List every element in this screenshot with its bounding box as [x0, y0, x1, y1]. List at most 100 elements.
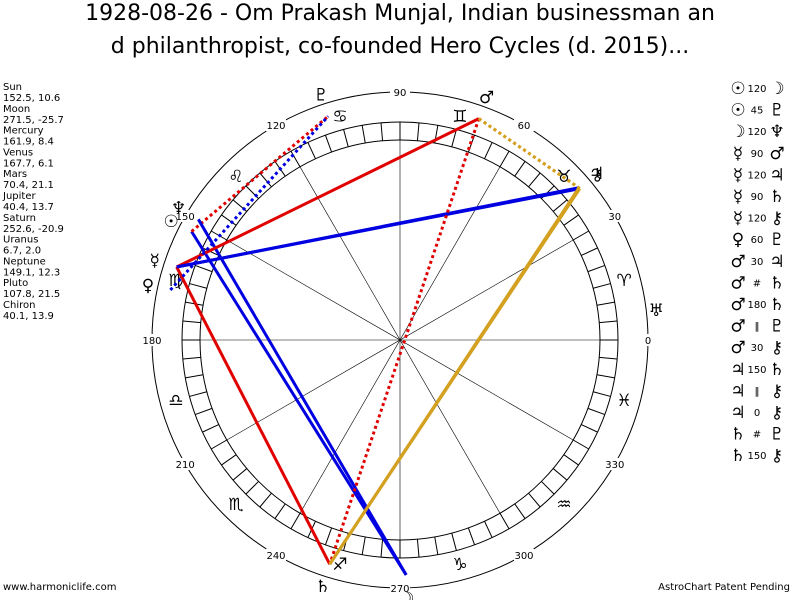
aspect-a: ☿	[733, 209, 743, 229]
aspect-line	[190, 115, 330, 233]
aspect-kind: ‖	[755, 386, 760, 397]
ring-tick	[361, 125, 366, 144]
body-position: 167.7, 6.1	[3, 158, 54, 169]
ring-tick	[484, 142, 493, 159]
ring-tick	[596, 374, 615, 379]
aspect-kind: 60	[751, 235, 764, 246]
ring-tick	[499, 512, 510, 530]
title-line: 1928-08-26 - Om Prakash Munjal, Indian b…	[85, 1, 715, 26]
body-position: 152.5, 10.6	[3, 93, 60, 104]
degree-label: 90	[394, 88, 407, 99]
aspect-b: ♃	[769, 252, 784, 272]
degree-label-bg	[390, 86, 410, 98]
body-position: 107.8, 21.5	[3, 289, 60, 300]
ring-tick	[185, 374, 204, 379]
body-position: 271.5, -25.7	[3, 115, 64, 126]
body-position: 6.7, 2.0	[3, 246, 41, 257]
body-name: Sun	[3, 82, 22, 93]
body-name: Pluto	[3, 278, 28, 289]
ring-tick	[324, 134, 333, 153]
aspect-kind: 30	[751, 257, 764, 268]
aspect-a: ♃	[730, 403, 745, 423]
ring-tick	[232, 468, 248, 481]
aspect-kind: 180	[747, 300, 766, 311]
degree-label: 240	[266, 551, 285, 562]
ring-tick	[182, 356, 201, 360]
body-glyph: ☿	[150, 251, 160, 271]
aspect-kind: #	[753, 278, 761, 289]
aspect-kind: 120	[747, 170, 766, 181]
ring-tick	[221, 214, 237, 226]
ring-tick	[514, 161, 526, 177]
aspect-b: ♇	[769, 425, 784, 445]
body-glyph: ♀	[142, 276, 154, 296]
aspect-line	[175, 117, 480, 269]
body-name: Saturn	[3, 213, 36, 224]
body-glyph: ☽	[399, 589, 414, 600]
aspect-a: ☉	[730, 101, 745, 121]
body-glyph: ⚷	[591, 165, 603, 185]
ring-tick	[274, 503, 286, 519]
degree-label: 300	[514, 551, 533, 562]
body-glyph: ♄	[315, 577, 330, 597]
degree-label-bg	[142, 334, 162, 346]
ring-tick	[259, 492, 272, 508]
ring-tick	[499, 150, 510, 168]
aspect-kind: 150	[747, 365, 766, 376]
footer-left: www.harmoniclife.com	[3, 582, 116, 593]
ring-tick	[528, 492, 541, 508]
degree-label-bg	[175, 458, 196, 470]
body-position: 252.6, -20.9	[3, 224, 64, 235]
ring-tick	[416, 122, 420, 141]
aspect-a: ♂	[730, 317, 745, 337]
ring-tick	[563, 454, 579, 466]
ring-tick	[202, 424, 219, 433]
aspect-b: ♄	[769, 360, 784, 380]
aspect-kind: 45	[751, 106, 764, 117]
degree-label-bg	[390, 582, 410, 594]
aspect-b: ⚷	[771, 403, 783, 423]
degree-label: 180	[142, 336, 161, 347]
ring-tick	[259, 172, 272, 188]
degree-label-bg	[604, 458, 625, 470]
aspect-b: ♇	[769, 317, 784, 337]
ring-tick	[599, 320, 618, 324]
degree-label-bg	[514, 119, 534, 132]
aspect-kind: 0	[754, 408, 760, 419]
ring-tick	[343, 129, 349, 147]
ring-tick	[593, 391, 611, 397]
ring-tick	[245, 481, 259, 495]
body-name: Venus	[3, 147, 33, 158]
body-name: Jupiter	[2, 191, 36, 202]
degree-label-bg	[266, 119, 286, 132]
degree-label: 210	[176, 460, 195, 471]
body-position: 149.1, 12.3	[3, 267, 60, 278]
ring-tick	[434, 536, 439, 555]
degree-label-bg	[266, 548, 286, 561]
aspect-kind: 90	[751, 149, 764, 160]
body-glyph: ♆	[171, 199, 186, 219]
ring-tick	[451, 129, 457, 147]
ring-tick	[541, 481, 555, 495]
aspect-b: ♄	[769, 273, 784, 293]
sign-glyph: ♒	[556, 495, 571, 515]
aspect-kind: 120	[747, 214, 766, 225]
aspect-a: ♂	[730, 252, 745, 272]
body-glyph: ☉	[164, 212, 179, 232]
body-glyph: ♇	[314, 85, 329, 105]
aspect-kind: ‖	[755, 322, 760, 333]
body-glyph: ♂	[479, 88, 494, 108]
aspect-a: ☉	[730, 79, 745, 99]
sign-glyph: ♈	[616, 271, 631, 291]
aspect-b: ⚷	[771, 446, 783, 466]
aspect-kind: 30	[751, 343, 764, 354]
aspect-b: ⚷	[771, 381, 783, 401]
ring-tick	[552, 468, 568, 481]
body-position: 70.4, 21.1	[3, 180, 54, 191]
ring-tick	[361, 536, 366, 555]
aspect-line	[176, 187, 581, 269]
ring-tick	[380, 539, 384, 558]
degree-label-bg	[604, 210, 625, 222]
body-name: Mercury	[3, 126, 44, 137]
ring-tick	[451, 533, 457, 551]
